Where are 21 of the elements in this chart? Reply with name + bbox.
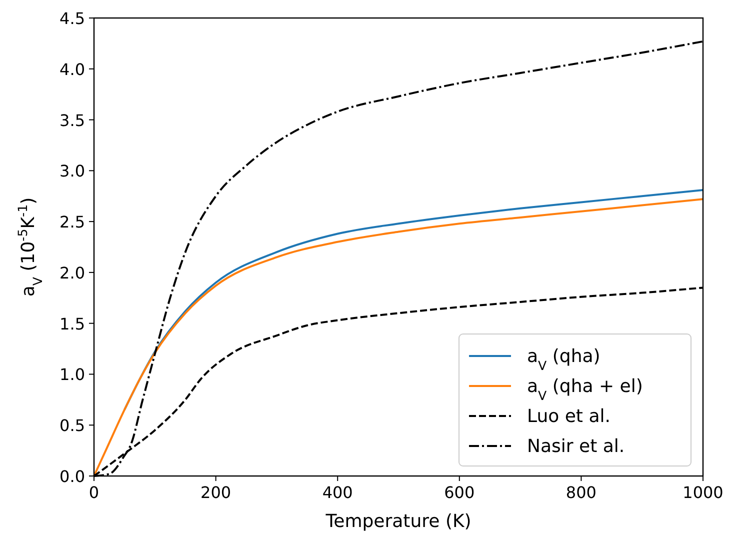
y-tick-label: 3.0 [60, 162, 85, 181]
x-tick-label: 200 [200, 483, 232, 502]
x-tick-label: 1000 [682, 483, 724, 502]
y-tick-label: 4.0 [60, 60, 85, 79]
legend-label: Luo et al. [527, 406, 610, 427]
y-tick-label: 1.5 [60, 314, 85, 334]
y-tick-label: 0.5 [60, 416, 85, 436]
legend-label: a$_{V}$ (qha) [527, 346, 600, 372]
y-tick-label: 2.5 [60, 212, 85, 232]
y-tick-label: 1.0 [60, 365, 85, 384]
y-tick-label: 2.0 [60, 263, 85, 282]
y-tick-label: 0.0 [60, 467, 85, 486]
x-tick-label: 0 [88, 483, 100, 502]
x-axis-title: Temperature (K) [324, 511, 472, 532]
legend-label: a$_{V}$ (qha + el) [527, 376, 643, 402]
x-tick-label: 400 [322, 483, 353, 502]
x-tick-label: 600 [444, 483, 475, 502]
y-tick-label: 3.5 [60, 110, 85, 130]
legend-label: Nasir et al. [527, 436, 625, 457]
y-tick-label: 4.5 [60, 9, 85, 28]
x-tick-label: 800 [566, 483, 596, 502]
